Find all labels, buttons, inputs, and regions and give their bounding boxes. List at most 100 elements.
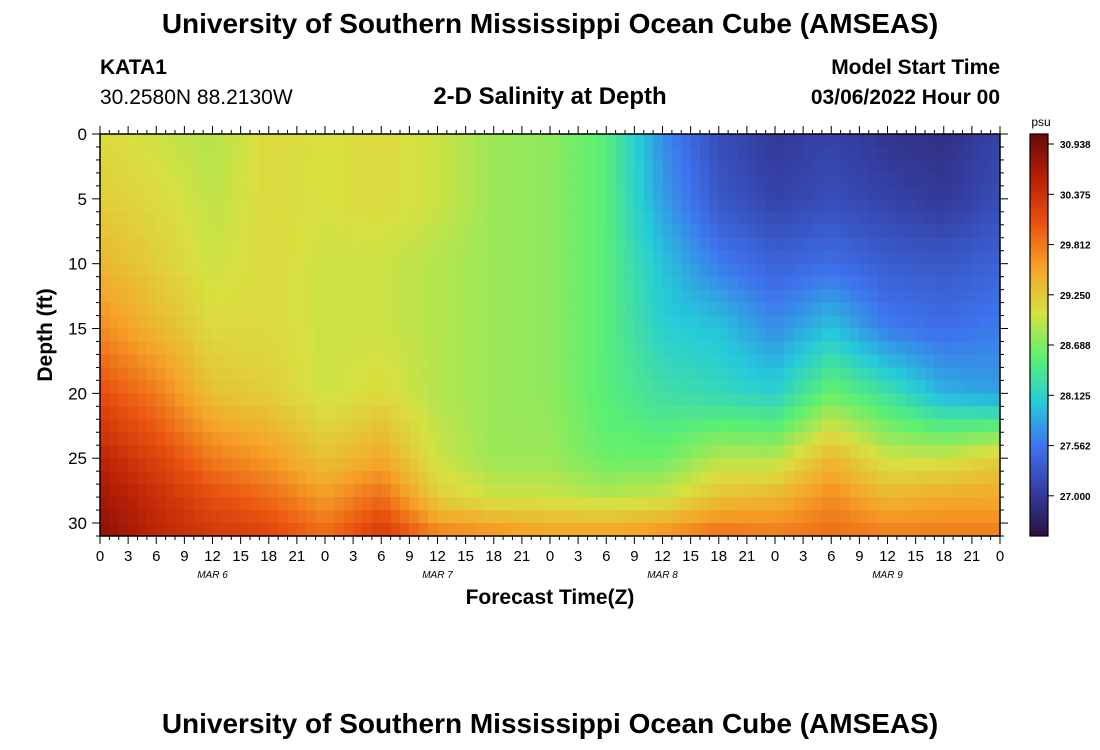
heatmap-cell bbox=[681, 393, 692, 407]
heatmap-cell bbox=[615, 367, 626, 381]
heatmap-cell bbox=[925, 302, 935, 317]
heatmap-cell bbox=[240, 510, 251, 524]
heatmap-cell bbox=[137, 159, 148, 174]
heatmap-cell bbox=[540, 341, 551, 356]
heatmap-cell bbox=[428, 289, 439, 304]
heatmap-cell bbox=[278, 419, 289, 433]
heatmap-cell bbox=[709, 341, 720, 356]
heatmap-cell bbox=[287, 523, 298, 536]
heatmap-cell bbox=[184, 380, 195, 394]
heatmap-cell bbox=[953, 354, 964, 369]
heatmap-cell bbox=[306, 510, 317, 524]
heatmap-cell bbox=[990, 302, 1000, 317]
heatmap-cell bbox=[315, 432, 326, 446]
heatmap-cell bbox=[334, 263, 345, 278]
heatmap-cell bbox=[240, 341, 251, 356]
heatmap-cell bbox=[296, 380, 307, 394]
heatmap-cell bbox=[306, 380, 317, 394]
heatmap-cell bbox=[296, 497, 307, 511]
heatmap-cell bbox=[803, 263, 814, 278]
heatmap-cell bbox=[784, 367, 795, 381]
heatmap-cell bbox=[934, 497, 945, 511]
heatmap-cell bbox=[850, 302, 860, 317]
heatmap-cell bbox=[981, 406, 992, 420]
heatmap-cell bbox=[887, 302, 898, 317]
heatmap-cell bbox=[475, 367, 485, 381]
heatmap-cell bbox=[118, 419, 129, 433]
heatmap-cell bbox=[484, 134, 495, 148]
heatmap-cell bbox=[381, 302, 392, 317]
heatmap-cell bbox=[221, 458, 232, 472]
heatmap-cell bbox=[512, 263, 523, 278]
heatmap-cell bbox=[371, 523, 382, 536]
heatmap-cell bbox=[428, 380, 439, 394]
heatmap-cell bbox=[962, 341, 973, 356]
heatmap-cell bbox=[418, 276, 429, 291]
heatmap-cell bbox=[756, 419, 767, 433]
heatmap-cell bbox=[625, 315, 635, 330]
heatmap-cell bbox=[887, 276, 898, 291]
heatmap-cell bbox=[662, 367, 673, 381]
heatmap-cell bbox=[156, 354, 167, 369]
heatmap-cell bbox=[550, 198, 560, 213]
heatmap-cell bbox=[690, 445, 701, 459]
heatmap-cell bbox=[709, 250, 720, 265]
heatmap-cell bbox=[137, 354, 148, 369]
heatmap-cell bbox=[287, 172, 298, 187]
heatmap-cell bbox=[943, 341, 954, 356]
heatmap-cell bbox=[962, 523, 973, 536]
heatmap-cell bbox=[868, 250, 879, 265]
heatmap-cell bbox=[465, 198, 476, 213]
heatmap-cell bbox=[887, 211, 898, 226]
heatmap-cell bbox=[746, 523, 757, 536]
heatmap-cell bbox=[990, 146, 1000, 161]
heatmap-cell bbox=[353, 250, 364, 265]
heatmap-cell bbox=[503, 159, 514, 174]
heatmap-cell bbox=[671, 432, 682, 446]
heatmap-cell bbox=[643, 328, 654, 343]
heatmap-cell bbox=[465, 289, 476, 304]
heatmap-cell bbox=[887, 471, 898, 485]
heatmap-cell bbox=[540, 484, 551, 498]
heatmap-cell bbox=[381, 458, 392, 472]
heatmap-cell bbox=[653, 198, 664, 213]
heatmap-cell bbox=[943, 237, 954, 252]
heatmap-cell bbox=[240, 185, 251, 200]
heatmap-cell bbox=[971, 263, 982, 278]
heatmap-cell bbox=[156, 263, 167, 278]
heatmap-cell bbox=[353, 146, 364, 161]
heatmap-cell bbox=[578, 250, 589, 265]
heatmap-cell bbox=[128, 224, 139, 239]
heatmap-cell bbox=[306, 419, 317, 433]
heatmap-cell bbox=[287, 354, 298, 369]
heatmap-cell bbox=[100, 432, 110, 446]
heatmap-cell bbox=[690, 380, 701, 394]
heatmap-cell bbox=[859, 328, 870, 343]
heatmap-cell bbox=[250, 419, 260, 433]
heatmap-cell bbox=[465, 341, 476, 356]
heatmap-cell bbox=[296, 276, 307, 291]
heatmap-cell bbox=[493, 523, 504, 536]
heatmap-cell bbox=[203, 276, 214, 291]
heatmap-cell bbox=[943, 224, 954, 239]
heatmap-cell bbox=[718, 276, 729, 291]
heatmap-cell bbox=[306, 432, 317, 446]
heatmap-cell bbox=[803, 445, 814, 459]
heatmap-cell bbox=[540, 471, 551, 485]
heatmap-cell bbox=[109, 224, 120, 239]
heatmap-cell bbox=[475, 315, 485, 330]
heatmap-cell bbox=[681, 497, 692, 511]
heatmap-cell bbox=[671, 523, 682, 536]
heatmap-cell bbox=[606, 211, 617, 226]
heatmap-cell bbox=[559, 341, 570, 356]
heatmap-cell bbox=[990, 458, 1000, 472]
heatmap-cell bbox=[643, 211, 654, 226]
heatmap-cell bbox=[906, 250, 917, 265]
heatmap-cell bbox=[428, 263, 439, 278]
heatmap-cell bbox=[250, 146, 260, 161]
heatmap-cell bbox=[137, 458, 148, 472]
heatmap-cell bbox=[353, 224, 364, 239]
heatmap-cell bbox=[925, 458, 935, 472]
heatmap-cell bbox=[953, 250, 964, 265]
heatmap-cell bbox=[681, 198, 692, 213]
